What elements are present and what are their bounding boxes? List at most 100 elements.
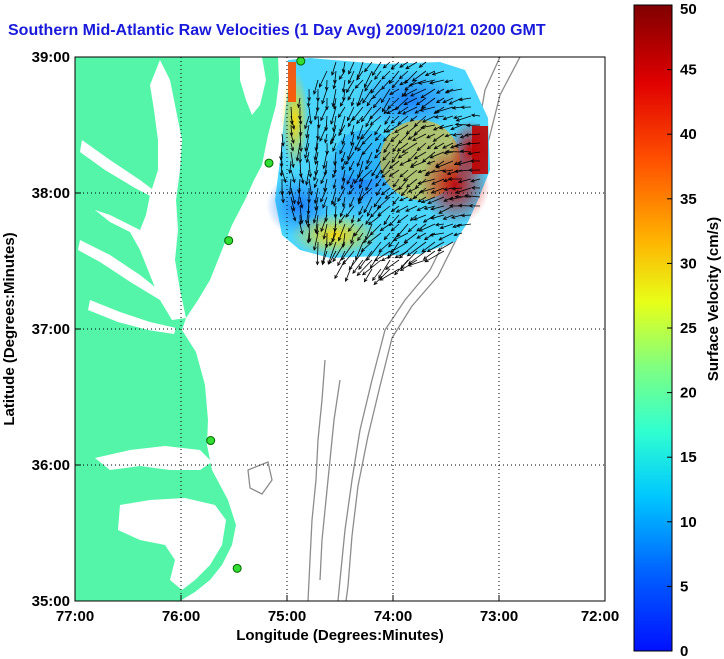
velocity-vector bbox=[315, 196, 319, 211]
velocity-vector bbox=[290, 196, 295, 211]
velocity-vector bbox=[397, 142, 409, 152]
velocity-vector-head bbox=[347, 227, 352, 232]
velocity-vector-head bbox=[295, 157, 300, 162]
velocity-vector-head bbox=[357, 236, 361, 242]
velocity-vector bbox=[437, 241, 454, 252]
velocity-vector-head bbox=[313, 176, 317, 182]
velocity-vector-head bbox=[292, 217, 297, 222]
velocity-vector-head bbox=[388, 165, 394, 170]
velocity-vector bbox=[370, 223, 382, 236]
velocity-vector-head bbox=[318, 83, 323, 88]
velocity-vector-head bbox=[408, 197, 413, 202]
velocity-vector-head bbox=[394, 106, 399, 111]
velocity-vector-head bbox=[444, 79, 449, 84]
velocity-vector bbox=[416, 223, 427, 232]
velocity-vector-head bbox=[341, 177, 346, 182]
velocity-vector bbox=[367, 205, 373, 217]
river-north bbox=[80, 140, 160, 200]
velocity-vector bbox=[357, 160, 364, 179]
velocity-vector bbox=[419, 187, 436, 193]
velocity-vector-head bbox=[435, 164, 440, 169]
velocity-vector bbox=[407, 151, 418, 162]
velocity-vector-head bbox=[419, 108, 424, 112]
velocity-vector-head bbox=[444, 133, 449, 138]
velocity-vector bbox=[422, 115, 436, 123]
velocity-vector-head bbox=[445, 89, 450, 94]
y-tick-label: 38:00 bbox=[32, 185, 70, 202]
velocity-vector bbox=[426, 133, 436, 139]
velocity-vector-head bbox=[364, 165, 369, 170]
velocity-vector bbox=[455, 187, 472, 194]
velocity-vector bbox=[323, 223, 328, 239]
velocity-vector bbox=[433, 124, 445, 131]
velocity-vector bbox=[457, 160, 472, 165]
velocity-vector-head bbox=[345, 213, 350, 218]
velocity-vector-head bbox=[332, 202, 337, 207]
velocity-vector-head bbox=[396, 219, 402, 224]
velocity-vector-head bbox=[315, 230, 320, 235]
velocity-vector bbox=[296, 142, 301, 161]
velocity-vector bbox=[430, 232, 445, 236]
velocity-vector-head bbox=[314, 206, 319, 211]
velocity-vector-head bbox=[350, 141, 354, 147]
velocity-vector bbox=[328, 250, 337, 264]
velocity-vector bbox=[351, 133, 355, 146]
velocity-vector-head bbox=[418, 63, 423, 68]
velocity-vector bbox=[408, 187, 418, 193]
velocity-vector-head bbox=[290, 147, 295, 152]
velocity-vector bbox=[418, 169, 427, 173]
radar-stations bbox=[206, 57, 306, 573]
velocity-vector-head bbox=[454, 169, 459, 174]
velocity-vector bbox=[306, 151, 310, 163]
velocity-vector-head bbox=[363, 209, 368, 214]
velocity-vector-head bbox=[381, 173, 386, 178]
velocity-vector bbox=[434, 142, 445, 150]
velocity-vector-head bbox=[433, 145, 438, 150]
velocity-vector bbox=[330, 106, 337, 125]
velocity-vector bbox=[443, 115, 454, 120]
velocity-vector-head bbox=[320, 198, 324, 203]
velocity-vector-head bbox=[292, 199, 296, 205]
velocity-vector bbox=[362, 142, 373, 155]
velocity-vector-head bbox=[454, 144, 459, 148]
velocity-vector-head bbox=[380, 169, 385, 175]
velocity-vector-head bbox=[337, 261, 341, 267]
velocity-vector-head bbox=[346, 88, 350, 94]
velocity-vector bbox=[423, 250, 436, 260]
velocity-vector-head bbox=[348, 266, 353, 271]
velocity-vector-head bbox=[340, 185, 345, 190]
velocity-vector-head bbox=[409, 164, 415, 168]
velocity-vector bbox=[433, 133, 445, 142]
velocity-vector-head bbox=[319, 137, 323, 142]
velocity-vector-head bbox=[456, 161, 462, 166]
colorbar-tick-label: 30 bbox=[680, 255, 697, 272]
velocity-vector bbox=[416, 232, 427, 239]
velocity-vector-head bbox=[313, 183, 318, 189]
radar-station-marker bbox=[232, 563, 242, 573]
velocity-vector-head bbox=[420, 125, 425, 130]
velocity-vector bbox=[299, 205, 303, 224]
velocity-vector-head bbox=[401, 149, 406, 153]
velocity-vector-head bbox=[469, 159, 475, 163]
velocity-vector bbox=[394, 259, 409, 275]
velocity-vector-head bbox=[353, 232, 358, 237]
velocity-vector-head bbox=[450, 126, 455, 131]
velocity-vector-head bbox=[306, 103, 311, 108]
velocity-vector-head bbox=[373, 281, 378, 286]
velocity-vector bbox=[445, 133, 454, 137]
velocity-vector-head bbox=[381, 108, 386, 113]
velocity-vector-head bbox=[420, 94, 425, 99]
colorbar-tick-label: 5 bbox=[680, 578, 688, 595]
velocity-vector bbox=[307, 214, 310, 228]
velocity-vector-head bbox=[297, 103, 301, 109]
velocity-vector bbox=[456, 223, 472, 227]
velocity-vector bbox=[319, 124, 328, 142]
velocity-vector-head bbox=[291, 139, 295, 144]
velocity-vector-head bbox=[407, 136, 412, 140]
velocity-vector bbox=[299, 196, 303, 208]
velocity-vector bbox=[399, 70, 409, 80]
x-tick-labels: 77:00 76:00 75:00 74:00 73:00 72:00 bbox=[56, 608, 619, 625]
velocity-vector-head bbox=[306, 239, 311, 244]
velocity-vector-head bbox=[464, 193, 469, 198]
velocity-vector-head bbox=[438, 236, 443, 241]
